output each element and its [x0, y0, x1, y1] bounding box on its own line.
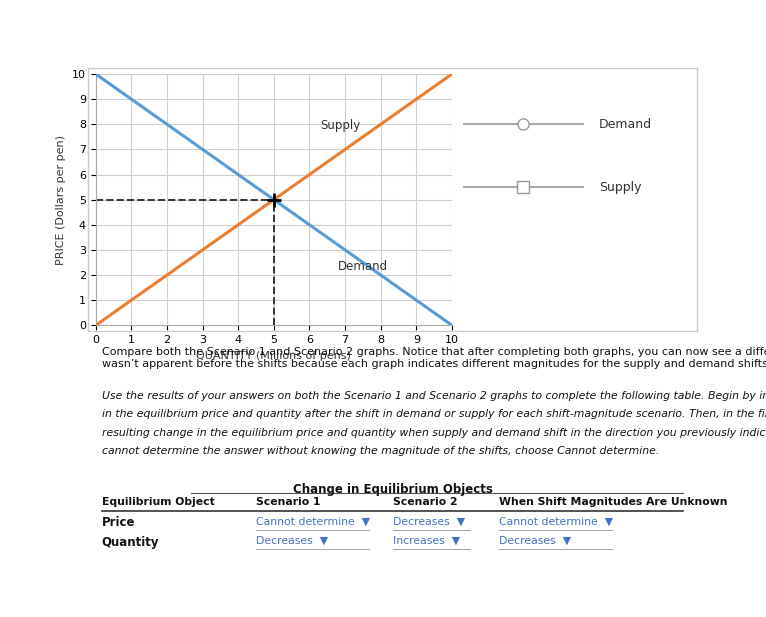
Text: Cannot determine  ▼: Cannot determine ▼ — [499, 516, 614, 526]
Text: Decreases  ▼: Decreases ▼ — [499, 536, 571, 546]
Text: Compare both the Scenario 1 and Scenario 2 graphs. Notice that after completing : Compare both the Scenario 1 and Scenario… — [102, 347, 766, 357]
Text: Demand: Demand — [338, 260, 388, 273]
Text: Cannot determine  ▼: Cannot determine ▼ — [256, 516, 370, 526]
X-axis label: QUANTITY (Millions of pens): QUANTITY (Millions of pens) — [196, 350, 352, 360]
Text: cannot determine the answer without knowing the magnitude of the shifts, choose : cannot determine the answer without know… — [102, 446, 659, 457]
Text: wasn’t apparent before the shifts because each graph indicates different magnitu: wasn’t apparent before the shifts becaus… — [102, 359, 766, 369]
Text: Quantity: Quantity — [102, 536, 159, 549]
Y-axis label: PRICE (Dollars per pen): PRICE (Dollars per pen) — [57, 135, 67, 265]
Text: Price: Price — [102, 516, 135, 529]
Text: Increases  ▼: Increases ▼ — [392, 536, 460, 546]
Text: Equilibrium Object: Equilibrium Object — [102, 497, 214, 507]
Text: in the equilibrium price and quantity after the shift in demand or supply for ea: in the equilibrium price and quantity af… — [102, 409, 766, 420]
Text: Decreases  ▼: Decreases ▼ — [392, 516, 465, 526]
Text: Supply: Supply — [320, 119, 360, 132]
Text: Decreases  ▼: Decreases ▼ — [256, 536, 328, 546]
Text: When Shift Magnitudes Are Unknown: When Shift Magnitudes Are Unknown — [499, 497, 728, 507]
Text: Use the results of your answers on both the Scenario 1 and Scenario 2 graphs to : Use the results of your answers on both … — [102, 391, 766, 401]
Text: resulting change in the equilibrium price and quantity when supply and demand sh: resulting change in the equilibrium pric… — [102, 428, 766, 438]
Text: Scenario 2: Scenario 2 — [392, 497, 457, 507]
Text: Supply: Supply — [599, 181, 642, 194]
Text: Change in Equilibrium Objects: Change in Equilibrium Objects — [293, 483, 493, 496]
Text: Scenario 1: Scenario 1 — [256, 497, 320, 507]
Text: Demand: Demand — [599, 118, 653, 131]
